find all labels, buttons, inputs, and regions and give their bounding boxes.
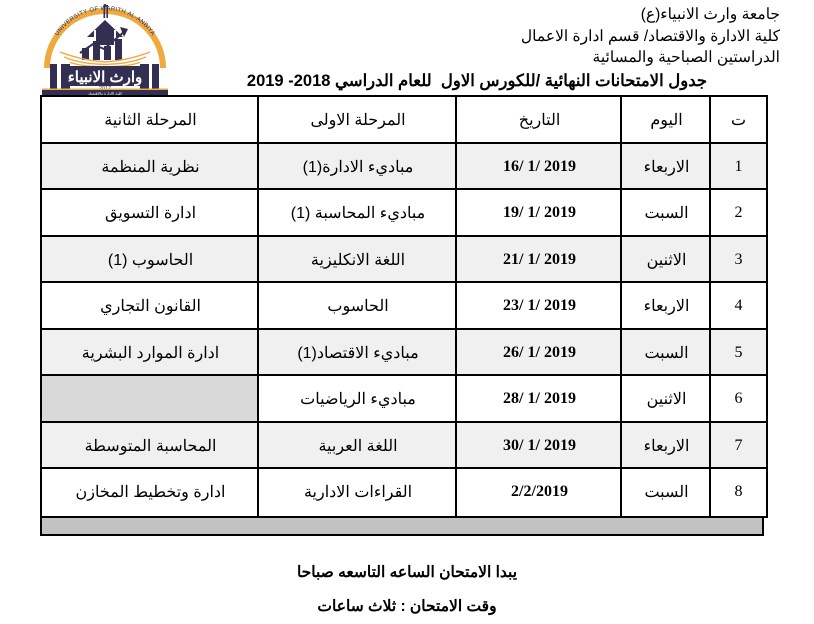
svg-text:وارث الانبياء: وارث الانبياء bbox=[68, 69, 143, 86]
